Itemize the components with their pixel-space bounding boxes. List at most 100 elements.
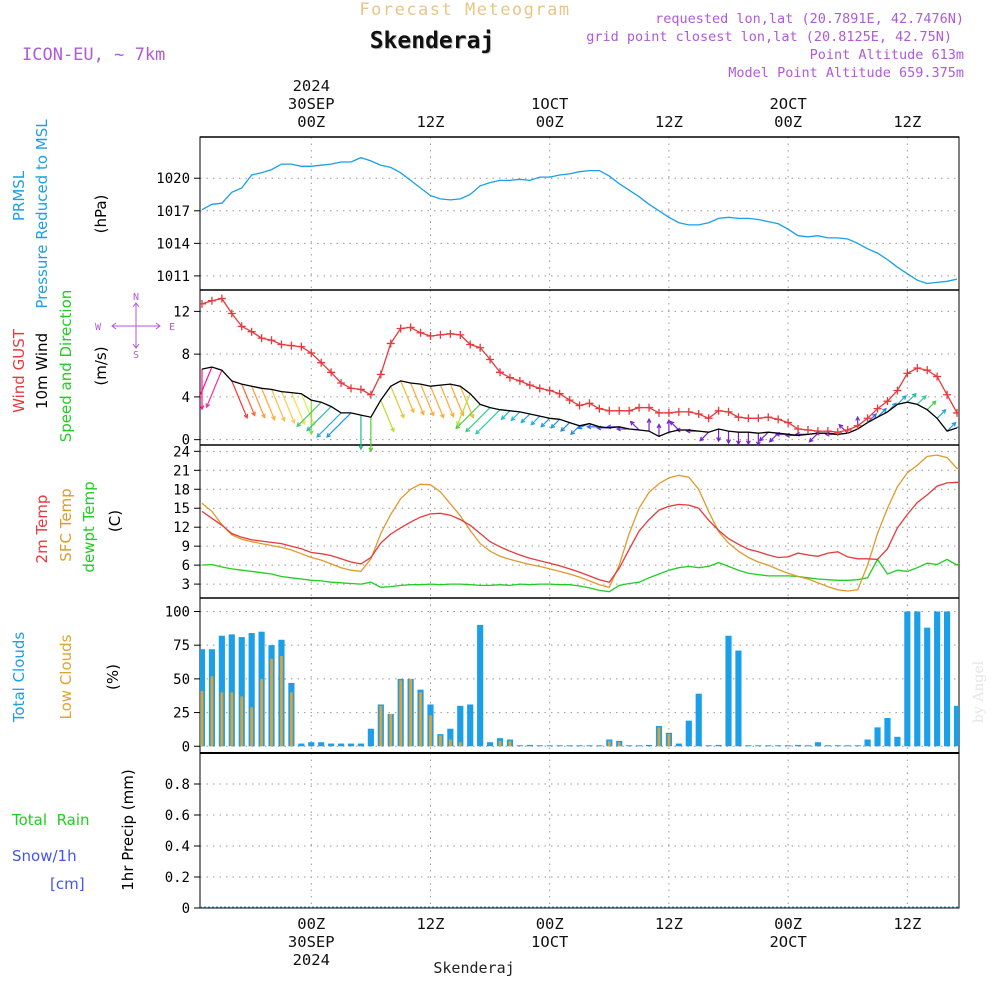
gust-marker: [257, 334, 266, 343]
wind-arrow-head: [768, 437, 774, 443]
total-cloud-bar: [844, 745, 851, 747]
low-cloud-bar: [667, 734, 671, 747]
sfc-temp-line: [201, 454, 959, 592]
snow-label: Snow/1h: [12, 847, 77, 865]
wind-arrow: [296, 401, 322, 428]
wind-arrow-shaft: [296, 401, 322, 427]
wind-arrow-shaft: [838, 424, 849, 434]
wind-arrow: [200, 369, 205, 411]
wind-arrow: [656, 423, 662, 437]
clouds-unit: (%): [104, 664, 122, 690]
wind-arrow: [716, 428, 722, 443]
wind-arrow-shaft: [669, 421, 680, 431]
gust-marker: [456, 330, 465, 339]
wind-arrow-head: [290, 418, 296, 425]
wind-arrow-head: [838, 423, 844, 429]
wind-arrow-head: [911, 392, 917, 398]
t2m-label: 2m Temp: [33, 495, 51, 564]
total-cloud-bar: [337, 743, 345, 747]
total-cloud-bar: [576, 745, 583, 747]
y-tick-label: 0: [182, 739, 190, 755]
wind-arrow-head: [758, 436, 764, 442]
wind-arrow-head: [308, 430, 314, 436]
wind-arrow-head: [951, 421, 957, 427]
y-tick-label: 50: [173, 672, 190, 688]
wind-arrow-shaft: [570, 425, 580, 435]
forecast-title: Forecast Meteogram: [359, 0, 570, 20]
y-tick-label: 0.8: [165, 777, 190, 793]
wind-arrow-head: [368, 447, 374, 453]
pressure-line: [201, 156, 958, 285]
gust-marker: [307, 349, 316, 358]
wind-arrow-shaft: [809, 432, 819, 443]
gust-marker: [486, 355, 495, 364]
wind-arrow-shaft: [946, 422, 956, 432]
gust-marker: [317, 358, 326, 367]
wind-arrow: [560, 422, 570, 432]
wind-arrow-shaft: [241, 383, 256, 416]
footer-location: Skenderaj: [433, 959, 514, 977]
gust-marker: [376, 370, 385, 379]
total-cloud-bar: [516, 745, 523, 747]
total-cloud-bar: [467, 704, 474, 747]
dewpt-label: dewpt Temp: [80, 481, 98, 572]
model-label: ICON-EU, ~ 7km: [22, 45, 165, 65]
panel-frame: [199, 752, 960, 909]
gust-marker: [615, 406, 624, 415]
total-cloud-bar: [566, 745, 573, 747]
wind-arrow-head: [455, 424, 461, 430]
wind-arrow-head: [745, 440, 751, 446]
top-time-label: 00Z: [536, 113, 564, 131]
total-cloud-bar: [804, 745, 812, 747]
gust-marker: [754, 414, 763, 423]
bottom-time-label: 30SEP: [288, 933, 335, 951]
wind-arrow-shaft: [419, 383, 435, 416]
low-cloud-bar: [657, 727, 661, 747]
wind-arrow-head: [941, 408, 947, 414]
gust-marker: [943, 390, 952, 399]
total-cloud-bar: [765, 745, 772, 747]
wind-arrow-head: [430, 411, 435, 417]
y-tick-label: 21: [173, 463, 190, 479]
gust-marker: [664, 408, 673, 417]
wind-arrow-shaft: [261, 388, 276, 420]
wind-arrow-head: [449, 412, 455, 418]
wind-arrow-shaft: [896, 395, 907, 405]
gust-marker: [575, 401, 584, 410]
wind-arrow: [726, 431, 731, 445]
y-tick-label: 18: [173, 482, 190, 498]
wind-arrow-shaft: [306, 406, 332, 431]
wind-arrow-shaft: [540, 417, 551, 428]
wind-arrow-shaft: [390, 385, 405, 418]
gust-marker: [525, 381, 534, 390]
bottom-time-label: 12Z: [893, 915, 921, 933]
wind-arrow: [808, 432, 819, 443]
gust-marker: [953, 408, 959, 417]
gust-marker: [794, 424, 803, 433]
wind-arrow-head: [921, 395, 927, 400]
wind-arrow-head: [271, 415, 276, 421]
wind-arrow: [358, 415, 364, 451]
total-cloud-bar: [318, 742, 325, 747]
wind-arrow-shaft: [916, 395, 927, 405]
gust-label: Wind GUST: [10, 328, 28, 413]
wind-arrow-head: [716, 437, 722, 443]
wind-arrow-shaft: [926, 400, 937, 411]
wind-arrow: [520, 413, 531, 424]
wind-arrow: [316, 412, 342, 438]
wind-arrow-head: [629, 420, 635, 426]
wind-arrow-shaft: [699, 431, 710, 442]
bottom-time-label: 1OCT: [531, 933, 568, 951]
wind-arrow: [916, 395, 927, 405]
low-cloud-bar: [448, 739, 452, 747]
wind-arrow: [896, 395, 907, 405]
wind-arrow-head: [475, 429, 480, 435]
wind-arrow: [629, 420, 640, 431]
total-cloud-bar: [457, 705, 464, 747]
wind-arrow-shaft: [560, 422, 570, 432]
y-tick-label: 1014: [156, 236, 190, 252]
total-cloud-bar: [755, 745, 762, 747]
gust-marker: [833, 428, 842, 437]
low-cloud-bar: [617, 742, 621, 747]
wind-arrow-head: [500, 415, 506, 421]
